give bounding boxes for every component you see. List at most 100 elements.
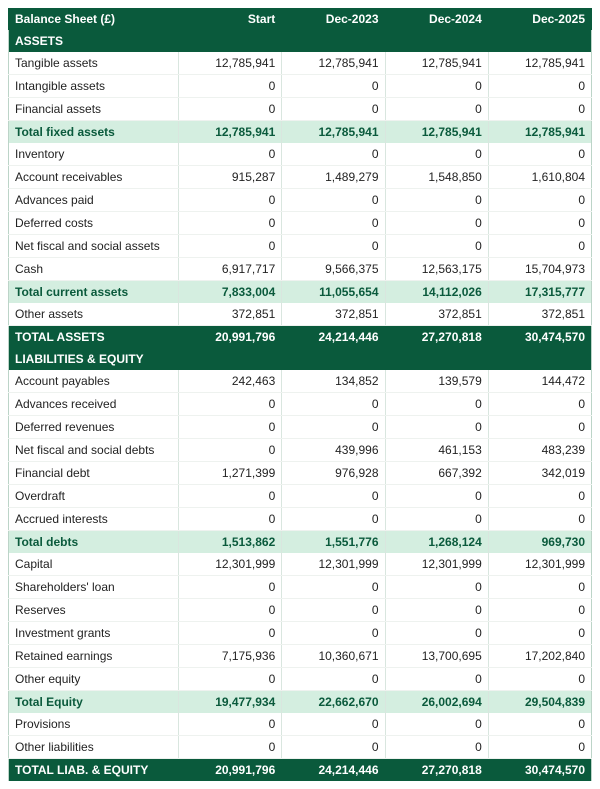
table-row: Tangible assets12,785,94112,785,94112,78… (9, 52, 592, 75)
cell-value: 0 (488, 622, 591, 645)
cell-value: 12,785,941 (488, 52, 591, 75)
row-label: Intangible assets (9, 75, 179, 98)
cell-value: 17,202,840 (488, 645, 591, 668)
cell-value: 1,513,862 (179, 531, 282, 554)
cell-value: 27,270,818 (385, 326, 488, 349)
row-label: Capital (9, 553, 179, 576)
cell-value: 0 (385, 622, 488, 645)
cell-value: 1,551,776 (282, 531, 385, 554)
row-label: Total current assets (9, 281, 179, 304)
section-label: LIABILITIES & EQUITY (9, 348, 592, 370)
cell-value: 0 (385, 75, 488, 98)
cell-value: 0 (488, 235, 591, 258)
cell-value: 19,477,934 (179, 691, 282, 714)
col-header-2025: Dec-2025 (488, 8, 591, 30)
cell-value: 14,112,026 (385, 281, 488, 304)
cell-value: 0 (179, 622, 282, 645)
row-label: Other liabilities (9, 736, 179, 759)
table-row: Total Equity19,477,93422,662,67026,002,6… (9, 691, 592, 714)
cell-value: 1,489,279 (282, 166, 385, 189)
cell-value: 0 (282, 485, 385, 508)
cell-value: 0 (179, 143, 282, 166)
col-header-label: Balance Sheet (£) (9, 8, 179, 30)
cell-value: 0 (282, 576, 385, 599)
cell-value: 242,463 (179, 370, 282, 393)
cell-value: 12,301,999 (385, 553, 488, 576)
table-row: Advances received0000 (9, 393, 592, 416)
table-row: Cash6,917,7179,566,37512,563,17515,704,9… (9, 258, 592, 281)
cell-value: 0 (385, 416, 488, 439)
cell-value: 0 (385, 599, 488, 622)
table-row: Reserves0000 (9, 599, 592, 622)
cell-value: 29,504,839 (488, 691, 591, 714)
cell-value: 0 (282, 416, 385, 439)
row-label: Investment grants (9, 622, 179, 645)
row-label: Net fiscal and social debts (9, 439, 179, 462)
cell-value: 9,566,375 (282, 258, 385, 281)
cell-value: 372,851 (282, 303, 385, 326)
row-label: Financial debt (9, 462, 179, 485)
cell-value: 0 (488, 98, 591, 121)
cell-value: 0 (488, 212, 591, 235)
table-row: LIABILITIES & EQUITY (9, 348, 592, 370)
cell-value: 0 (385, 189, 488, 212)
row-label: Total Equity (9, 691, 179, 714)
cell-value: 0 (282, 98, 385, 121)
cell-value: 0 (385, 508, 488, 531)
cell-value: 20,991,796 (179, 759, 282, 782)
cell-value: 0 (385, 713, 488, 736)
cell-value: 0 (282, 393, 385, 416)
cell-value: 6,917,717 (179, 258, 282, 281)
col-header-start: Start (179, 8, 282, 30)
cell-value: 439,996 (282, 439, 385, 462)
section-label: ASSETS (9, 30, 592, 52)
table-row: Total debts1,513,8621,551,7761,268,12496… (9, 531, 592, 554)
row-label: Net fiscal and social assets (9, 235, 179, 258)
cell-value: 0 (179, 416, 282, 439)
cell-value: 27,270,818 (385, 759, 488, 782)
cell-value: 0 (282, 75, 385, 98)
cell-value: 0 (282, 599, 385, 622)
cell-value: 0 (488, 75, 591, 98)
cell-value: 0 (488, 143, 591, 166)
row-label: Deferred revenues (9, 416, 179, 439)
cell-value: 0 (385, 143, 488, 166)
table-row: Other liabilities0000 (9, 736, 592, 759)
table-row: Inventory0000 (9, 143, 592, 166)
cell-value: 22,662,670 (282, 691, 385, 714)
cell-value: 12,301,999 (282, 553, 385, 576)
cell-value: 0 (488, 736, 591, 759)
cell-value: 0 (179, 599, 282, 622)
row-label: Advances paid (9, 189, 179, 212)
table-row: Net fiscal and social assets0000 (9, 235, 592, 258)
table-row: Provisions0000 (9, 713, 592, 736)
table-row: Shareholders' loan0000 (9, 576, 592, 599)
row-label: Account payables (9, 370, 179, 393)
cell-value: 0 (385, 393, 488, 416)
cell-value: 0 (179, 235, 282, 258)
col-header-2024: Dec-2024 (385, 8, 488, 30)
row-label: Financial assets (9, 98, 179, 121)
row-label: Other assets (9, 303, 179, 326)
cell-value: 0 (282, 212, 385, 235)
cell-value: 12,785,941 (488, 121, 591, 144)
row-label: Total fixed assets (9, 121, 179, 144)
cell-value: 976,928 (282, 462, 385, 485)
table-row: Total fixed assets12,785,94112,785,94112… (9, 121, 592, 144)
cell-value: 461,153 (385, 439, 488, 462)
table-row: Advances paid0000 (9, 189, 592, 212)
cell-value: 0 (385, 736, 488, 759)
table-row: Other assets372,851372,851372,851372,851 (9, 303, 592, 326)
cell-value: 0 (488, 416, 591, 439)
table-row: TOTAL LIAB. & EQUITY20,991,79624,214,446… (9, 759, 592, 782)
cell-value: 0 (179, 668, 282, 691)
cell-value: 30,474,570 (488, 326, 591, 349)
row-label: Account receivables (9, 166, 179, 189)
cell-value: 12,785,941 (282, 52, 385, 75)
cell-value: 12,785,941 (282, 121, 385, 144)
cell-value: 483,239 (488, 439, 591, 462)
cell-value: 12,785,941 (385, 52, 488, 75)
table-row: Investment grants0000 (9, 622, 592, 645)
table-row: Overdraft0000 (9, 485, 592, 508)
cell-value: 24,214,446 (282, 759, 385, 782)
